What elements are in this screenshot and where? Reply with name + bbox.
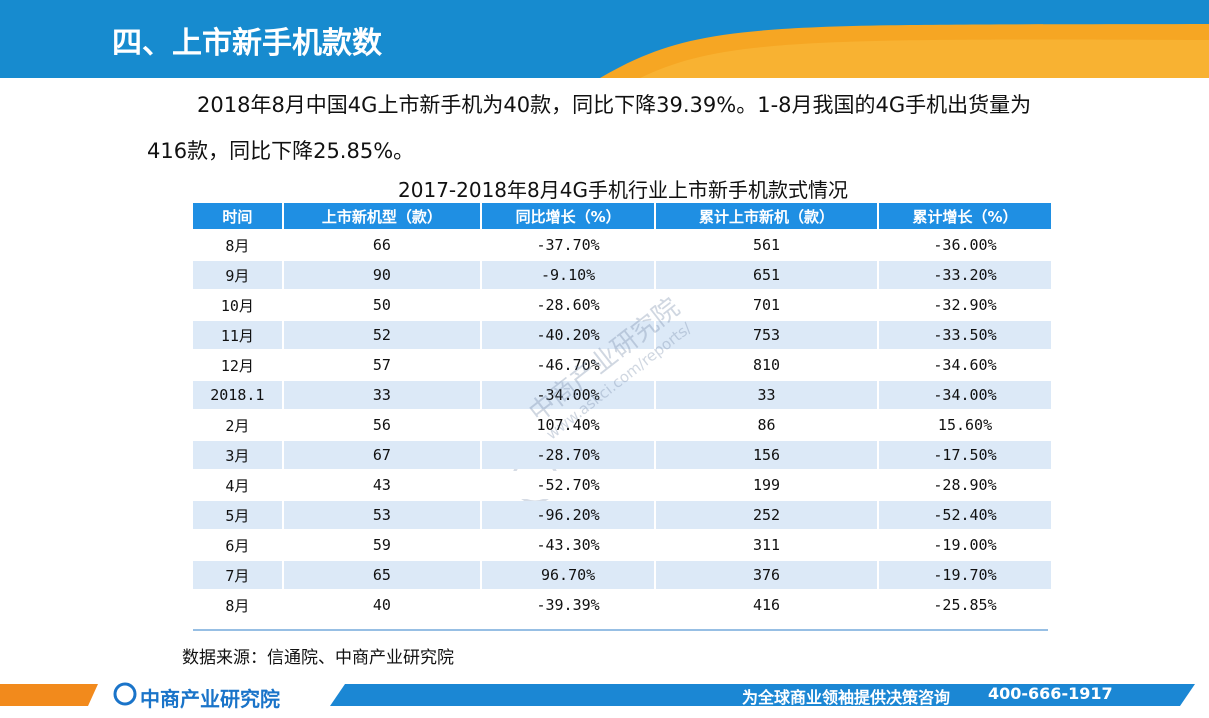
table-cell: 66 (283, 231, 481, 259)
table-cell: -34.00% (482, 381, 655, 409)
table-row: 4月 43 -52.70% 199 -28.90% (193, 471, 1051, 499)
table-cell: -40.20% (482, 321, 655, 349)
table-cell: 4月 (193, 471, 282, 499)
table-cell: 59 (283, 531, 481, 559)
table-cell: 52 (283, 321, 481, 349)
header-row: 时间 上市新机型（款） 同比增长（%） 累计上市新机（款） 累计增长（%） (193, 203, 1051, 229)
table-cell: -28.60% (482, 291, 655, 319)
table-row: 8月 66 -37.70% 561 -36.00% (193, 231, 1051, 259)
table-cell: -34.00% (879, 381, 1051, 409)
table-cell: 56 (283, 411, 481, 439)
table-cell: 86 (656, 411, 878, 439)
table-cell: -33.20% (879, 261, 1051, 289)
table-cell: 753 (656, 321, 878, 349)
table-cell: 33 (283, 381, 481, 409)
table-cell: 651 (656, 261, 878, 289)
table-row: 6月 59 -43.30% 311 -19.00% (193, 531, 1051, 559)
table-cell: -39.39% (482, 591, 655, 619)
table-cell: 9月 (193, 261, 282, 289)
footer-slogan: 为全球商业领袖提供决策咨询 (742, 688, 951, 707)
table-title: 2017-2018年8月4G手机行业上市新手机款式情况 (398, 178, 848, 202)
paragraph: 2018年8月中国4G上市新手机为40款，同比下降39.39%。1-8月我国的4… (147, 93, 1032, 163)
table-row: 2月 56 107.40% 86 15.60% (193, 411, 1051, 439)
table-row: 5月 53 -96.20% 252 -52.40% (193, 501, 1051, 529)
table-cell: -43.30% (482, 531, 655, 559)
column-header: 时间 (193, 203, 282, 229)
table-cell: -28.90% (879, 471, 1051, 499)
table-cell: 701 (656, 291, 878, 319)
table-cell: 7月 (193, 561, 282, 589)
table-cell: 2月 (193, 411, 282, 439)
table-cell: 8月 (193, 591, 282, 619)
table-cell: 57 (283, 351, 481, 379)
table-row: 8月 40 -39.39% 416 -25.85% (193, 591, 1051, 619)
table-cell: -17.50% (879, 441, 1051, 469)
table: 时间 上市新机型（款） 同比增长（%） 累计上市新机（款） 累计增长（%） 8月 66 -37… (191, 201, 1053, 621)
table-row: 12月 57 -46.70% 810 -34.60% (193, 351, 1051, 379)
table-cell: 40 (283, 591, 481, 619)
table-cell: -37.70% (482, 231, 655, 259)
table-cell: 156 (656, 441, 878, 469)
table-cell: 53 (283, 501, 481, 529)
table-row: 2018.1 33 -34.00% 33 -34.00% (193, 381, 1051, 409)
footer-logo: 中商产业研究院 (140, 687, 280, 711)
column-header: 上市新机型（款） (283, 203, 481, 229)
table-cell: 11月 (193, 321, 282, 349)
table-row: 7月 65 96.70% 376 -19.70% (193, 561, 1051, 589)
table-cell: 65 (283, 561, 481, 589)
logo-icon (113, 682, 137, 706)
table-cell: -19.70% (879, 561, 1051, 589)
table-cell: -9.10% (482, 261, 655, 289)
table-cell: 107.40% (482, 411, 655, 439)
table-cell: 810 (656, 351, 878, 379)
table-cell: 50 (283, 291, 481, 319)
table-cell: -52.40% (879, 501, 1051, 529)
table-cell: -25.85% (879, 591, 1051, 619)
table-cell: 12月 (193, 351, 282, 379)
table-cell: 33 (656, 381, 878, 409)
column-header: 累计上市新机（款） (656, 203, 878, 229)
table-cell: -19.00% (879, 531, 1051, 559)
table-cell: -33.50% (879, 321, 1051, 349)
table-cell: 252 (656, 501, 878, 529)
table-cell: 15.60% (879, 411, 1051, 439)
table-cell: 3月 (193, 441, 282, 469)
footer-phone: 400-666-1917 (988, 684, 1113, 703)
table-cell: 67 (283, 441, 481, 469)
table-cell: -28.70% (482, 441, 655, 469)
table-cell: -36.00% (879, 231, 1051, 259)
header-swoosh (640, 39, 1209, 78)
title: 四、上市新手机款数 (112, 26, 382, 61)
table-cell: 6月 (193, 531, 282, 559)
table-cell: 43 (283, 471, 481, 499)
column-header: 同比增长（%） (482, 203, 655, 229)
table-row: 10月 50 -28.60% 701 -32.90% (193, 291, 1051, 319)
table-cell: 416 (656, 591, 878, 619)
table-cell: 561 (656, 231, 878, 259)
table-cell: -52.70% (482, 471, 655, 499)
table-row: 3月 67 -28.70% 156 -17.50% (193, 441, 1051, 469)
table-cell: 376 (656, 561, 878, 589)
table-cell: 5月 (193, 501, 282, 529)
column-header: 累计增长（%） (879, 203, 1051, 229)
table-cell: -34.60% (879, 351, 1051, 379)
table-cell: 2018.1 (193, 381, 282, 409)
table-cell: 96.70% (482, 561, 655, 589)
table-cell: 8月 (193, 231, 282, 259)
table-cell: 199 (656, 471, 878, 499)
table-cell: -32.90% (879, 291, 1051, 319)
footer-orange (0, 684, 98, 706)
table-row: 11月 52 -40.20% 753 -33.50% (193, 321, 1051, 349)
table-cell: -46.70% (482, 351, 655, 379)
table-cell: 311 (656, 531, 878, 559)
footer-blue (330, 684, 1195, 706)
table-cell: 10月 (193, 291, 282, 319)
table-cell: 90 (283, 261, 481, 289)
source: 数据来源：信通院、中商产业研究院 (182, 648, 454, 668)
table-row: 9月 90 -9.10% 651 -33.20% (193, 261, 1051, 289)
table-cell: -96.20% (482, 501, 655, 529)
